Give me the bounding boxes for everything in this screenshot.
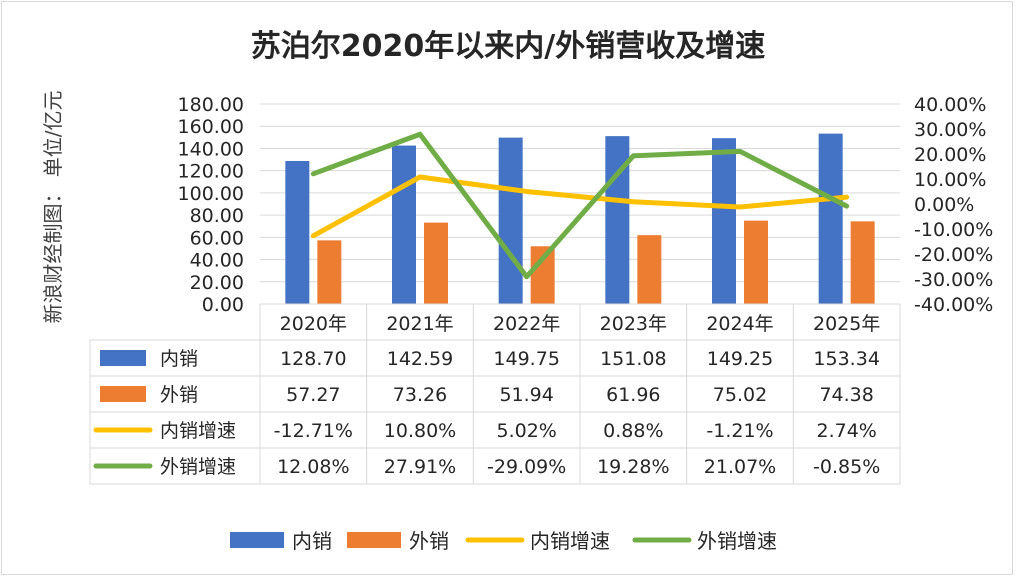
series-line [310, 174, 850, 239]
bar [498, 137, 523, 304]
y2-tick-label: 40.00% [914, 94, 986, 116]
y-tick-label: 160.00 [178, 116, 244, 138]
data-label: 142.59 [387, 348, 453, 370]
category-label: 2021年 [386, 313, 453, 335]
table-series-name: 外销增速 [160, 456, 236, 478]
table-series-name: 内销增速 [160, 420, 236, 442]
y2-tick-label: -10.00% [914, 219, 993, 241]
legend-label: 内销 [292, 529, 332, 553]
data-label: -0.85% [813, 456, 880, 478]
data-label: 12.08% [277, 456, 349, 478]
bar [712, 138, 736, 304]
chart-title: 苏泊尔2020年以来内/外销营收及增速 [251, 29, 765, 64]
table-series-name: 内销 [160, 348, 198, 370]
data-label: 149.75 [493, 348, 559, 370]
series-line [310, 131, 850, 280]
data-label: 0.88% [603, 420, 663, 442]
data-label: 61.96 [606, 384, 660, 406]
y-tick-label: 100.00 [178, 183, 244, 205]
legend-label: 外销 [409, 529, 449, 553]
y-axis-label: 新浪财经制图： 单位/亿元 [41, 90, 65, 323]
y-axis-ticks: 180.00160.00140.00120.00100.0080.0060.00… [178, 94, 244, 316]
table-series-key [100, 386, 146, 402]
y2-tick-label: 10.00% [914, 169, 986, 191]
y2-tick-label: -20.00% [914, 244, 993, 266]
category-label: 2023年 [600, 313, 667, 335]
data-label: 51.94 [499, 384, 553, 406]
y2-tick-label: 30.00% [914, 119, 986, 141]
data-label: 10.80% [384, 420, 456, 442]
data-label: 57.27 [286, 384, 340, 406]
category-label: 2022年 [493, 313, 560, 335]
table-series-key [100, 350, 146, 366]
data-label: 153.34 [813, 348, 879, 370]
bar [285, 161, 310, 304]
bar [850, 221, 875, 304]
y-tick-label: 40.00 [190, 250, 244, 272]
y-tick-label: 80.00 [190, 205, 244, 227]
legend-label: 内销增速 [530, 529, 610, 553]
data-label: 5.02% [496, 420, 556, 442]
data-label: 74.38 [819, 384, 873, 406]
data-label: 128.70 [280, 348, 346, 370]
y2-tick-label: 20.00% [914, 144, 986, 166]
data-label: 75.02 [713, 384, 767, 406]
y-tick-label: 180.00 [178, 94, 244, 116]
data-label: 19.28% [597, 456, 669, 478]
data-label: -12.71% [274, 420, 353, 442]
category-label: 2025年 [813, 313, 880, 335]
data-label: -1.21% [706, 420, 773, 442]
legend-key [347, 532, 401, 548]
grid-lines [260, 103, 900, 305]
bar [392, 145, 416, 304]
y-tick-label: 0.00 [202, 294, 244, 316]
bar [818, 133, 843, 304]
legend: 内销 外销 内销增速 外销增速 [230, 529, 777, 553]
data-label: 2.74% [816, 420, 876, 442]
data-label: 21.07% [704, 456, 776, 478]
y2-tick-label: -40.00% [914, 294, 993, 316]
bar [317, 240, 342, 304]
y2-tick-label: 0.00% [914, 194, 974, 216]
bar [424, 222, 448, 304]
y2-tick-label: -30.00% [914, 269, 993, 291]
legend-key [230, 532, 284, 548]
bar [744, 220, 768, 304]
data-label: 27.91% [384, 456, 456, 478]
y-tick-label: 20.00 [190, 272, 244, 294]
table-series-name: 外销 [160, 384, 198, 406]
y2-axis-ticks: 40.00% 30.00% 20.00% 10.00% 0.00% -10.00% -20.… [914, 94, 993, 316]
data-label: -29.09% [487, 456, 566, 478]
y-tick-label: 60.00 [190, 227, 244, 249]
data-label: 151.08 [600, 348, 666, 370]
data-label: 149.25 [707, 348, 773, 370]
bar [637, 235, 662, 304]
y-tick-label: 140.00 [178, 138, 244, 160]
legend-label: 外销增速 [697, 529, 777, 553]
data-label: 73.26 [393, 384, 447, 406]
lines [310, 131, 850, 280]
category-label: 2024年 [706, 313, 773, 335]
y-tick-label: 120.00 [178, 161, 244, 183]
category-label: 2020年 [280, 313, 347, 335]
